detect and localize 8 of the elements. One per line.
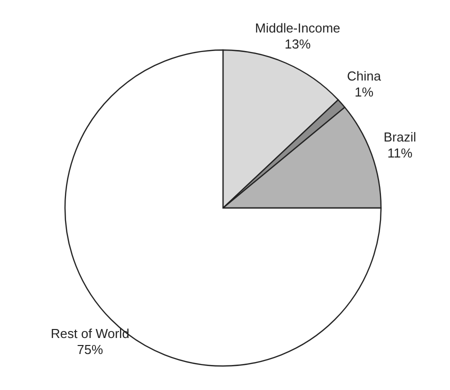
data-label: 11% xyxy=(387,145,413,160)
data-label: 75% xyxy=(77,342,104,357)
slice-label: Middle-Income xyxy=(255,20,340,36)
data-label: 1% xyxy=(354,84,374,100)
slice-label: Brazil xyxy=(384,129,416,144)
slice-label: Rest of World xyxy=(50,326,130,341)
slice-label: China xyxy=(347,68,382,84)
data-label: 13% xyxy=(284,36,312,52)
